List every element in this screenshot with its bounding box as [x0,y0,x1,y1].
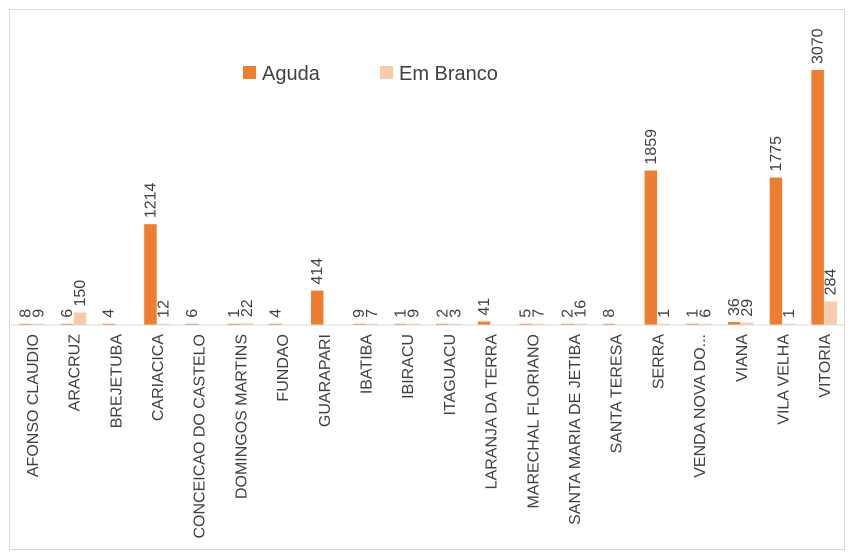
data-label-1-8: 7 [364,309,381,318]
x-tick-label-3: CARIACICA [150,334,167,421]
data-label-0-2: 4 [101,309,118,318]
bar-1-0 [32,323,45,325]
x-tick-label-15: SERRA [650,334,667,389]
bar-0-7 [311,290,324,325]
data-label-0-16: 1 [685,309,702,318]
data-label-0-18: 1775 [768,136,785,172]
bar-0-5 [227,323,241,325]
x-tick-label-6: FUNDAO [275,334,292,402]
bar-1-15 [657,323,671,325]
data-label-0-13: 2 [559,309,576,318]
bar-1-17 [741,322,754,325]
data-label-1-5: 22 [239,299,256,317]
bar-0-2 [102,323,115,325]
x-tick-label-1: ARACRUZ [67,334,84,412]
bar-1-18 [782,323,796,325]
x-tick-label-12: MARECHAL FLORIANO [525,334,542,509]
data-label-1-0: 9 [30,309,47,318]
data-label-0-14: 8 [601,309,618,318]
bar-0-10 [436,323,449,325]
bar-1-13 [574,323,587,325]
bar-1-8 [365,323,379,325]
data-label-1-3: 12 [155,300,172,318]
data-label-0-6: 4 [268,309,285,318]
x-tick-label-14: SANTA TERESA [609,334,626,454]
bar-0-15 [644,170,658,325]
data-label-0-11: 41 [476,298,493,316]
data-label-0-3: 1214 [142,182,159,218]
x-tick-label-18: VILA VELHA [775,334,792,425]
x-tick-label-0: AFONSO CLAUDIO [25,334,42,477]
data-label-0-10: 2 [434,309,451,318]
bar-0-3 [144,224,157,325]
bar-0-6 [269,323,282,325]
bar-0-14 [602,323,616,325]
x-tick-label-2: BREJETUBA [108,334,125,429]
bar-1-16 [699,323,712,325]
x-tick-label-5: DOMINGOS MARTINS [233,334,250,499]
x-tick-label-9: IBIRACU [400,334,417,399]
data-label-1-18: 1 [781,309,798,318]
bar-0-18 [769,177,783,325]
x-tick-label-11: LARANJA DA TERRA [484,334,501,490]
bar-1-9 [407,323,420,325]
bar-0-9 [394,323,407,325]
bar-1-3 [157,323,170,325]
data-label-0-4: 6 [184,309,201,318]
legend-label-0: Aguda [262,63,321,85]
x-tick-label-19: VITORIA [817,334,834,398]
data-label-1-13: 16 [572,300,589,318]
data-label-0-7: 414 [309,258,326,285]
bar-1-1 [73,312,87,325]
data-label-0-19: 3070 [810,28,827,64]
data-label-0-15: 1859 [643,129,660,165]
data-label-0-9: 1 [393,309,410,318]
bar-1-10 [449,323,462,325]
data-label-1-17: 29 [739,299,756,317]
bar-0-1 [60,323,74,325]
legend-label-1: Em Branco [399,63,498,85]
x-tick-label-13: SANTA MARIA DE JETIBA [567,334,584,525]
bar-0-12 [519,323,532,325]
legend-swatch-1 [380,66,393,79]
data-label-0-1: 6 [59,309,76,318]
x-tick-label-7: GUARAPARI [317,334,334,427]
x-tick-label-10: ITAGUACU [442,334,459,415]
bar-0-16 [686,323,699,325]
bar-1-12 [532,323,545,325]
data-label-1-10: 3 [447,309,464,318]
data-label-1-9: 9 [406,309,423,318]
x-tick-label-4: CONCEICAO DO CASTELO [192,334,209,538]
bar-0-17 [728,322,741,325]
legend-swatch-0 [243,66,256,79]
data-label-0-12: 5 [518,309,535,318]
x-tick-label-16: VENDA NOVA DO... [692,334,709,478]
data-label-0-8: 9 [351,309,368,318]
bar-0-4 [185,323,199,325]
data-label-1-12: 7 [531,309,548,318]
bar-0-0 [19,323,32,325]
data-label-1-16: 6 [698,309,715,318]
data-label-1-15: 1 [656,309,673,318]
data-label-0-5: 1 [226,309,243,318]
bar-0-8 [352,323,366,325]
bar-0-19 [811,70,824,325]
bar-0-11 [477,321,491,325]
bar-0-13 [561,323,574,325]
bar-1-19 [824,301,837,325]
chart-frame [9,9,845,550]
x-tick-label-17: VIANA [734,334,751,382]
data-label-1-1: 150 [72,280,89,307]
data-label-0-17: 36 [726,298,743,316]
data-label-0-0: 8 [17,309,34,318]
x-tick-label-8: IBATIBA [358,334,375,394]
bar-1-5 [240,323,254,325]
data-label-1-19: 284 [823,269,840,296]
